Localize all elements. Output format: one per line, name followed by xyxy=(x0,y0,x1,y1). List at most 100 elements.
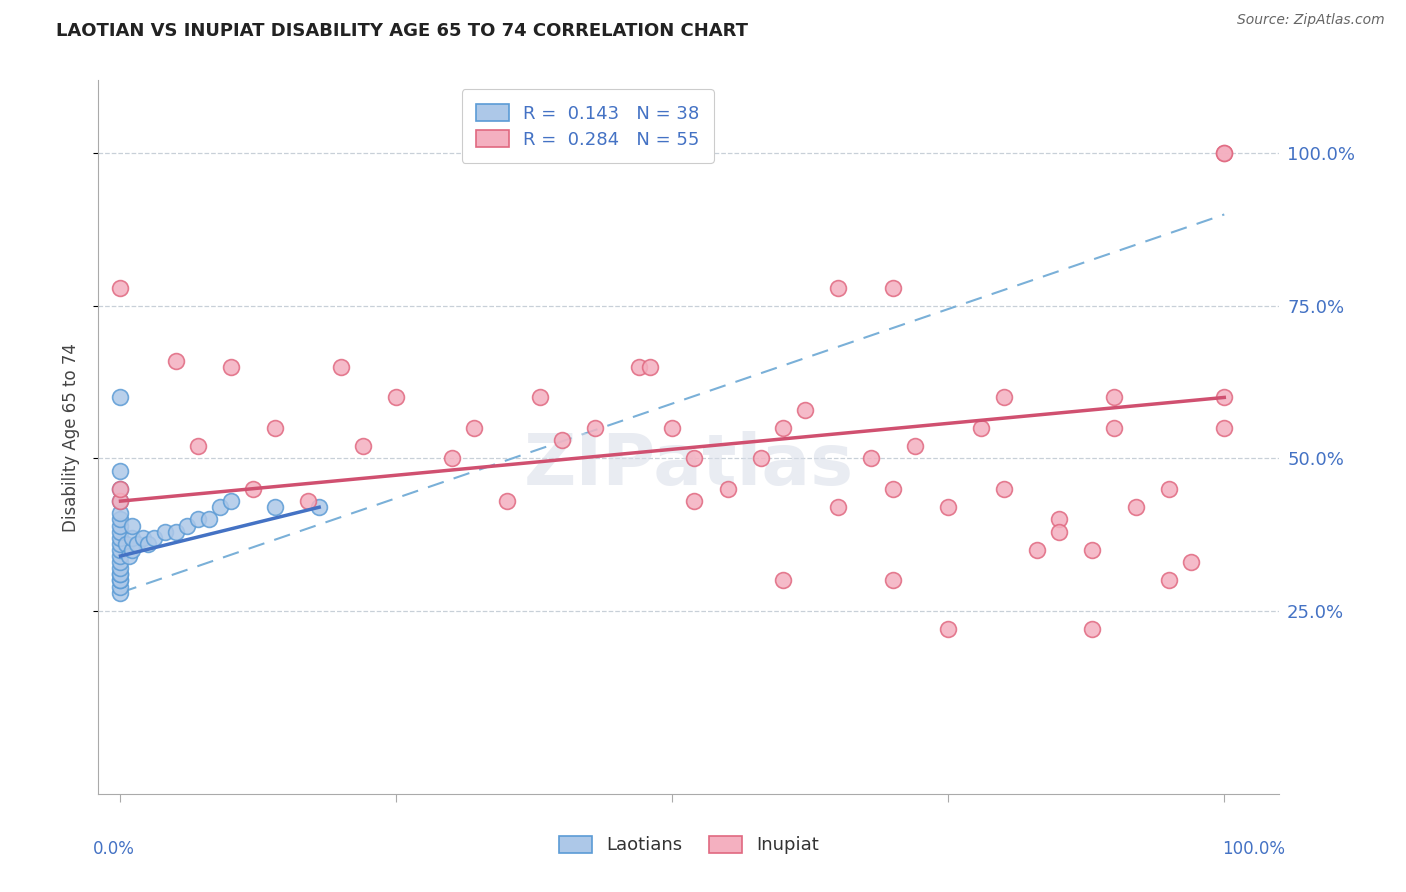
Point xyxy=(551,433,574,447)
Point xyxy=(187,439,209,453)
Point xyxy=(1125,500,1147,515)
Point xyxy=(1047,512,1070,526)
Point xyxy=(904,439,927,453)
Point xyxy=(1081,622,1104,636)
Point xyxy=(165,524,187,539)
Point xyxy=(110,512,132,526)
Text: LAOTIAN VS INUPIAT DISABILITY AGE 65 TO 74 CORRELATION CHART: LAOTIAN VS INUPIAT DISABILITY AGE 65 TO … xyxy=(56,22,748,40)
Point xyxy=(110,391,132,405)
Point xyxy=(110,494,132,508)
Point xyxy=(125,537,148,551)
Point xyxy=(110,567,132,582)
Point xyxy=(1213,421,1236,435)
Point xyxy=(110,561,132,575)
Point xyxy=(110,574,132,588)
Point xyxy=(198,512,221,526)
Text: 100.0%: 100.0% xyxy=(1222,840,1285,858)
Point xyxy=(110,280,132,294)
Point xyxy=(385,391,408,405)
Point xyxy=(308,500,330,515)
Text: 0.0%: 0.0% xyxy=(93,840,135,858)
Point xyxy=(110,574,132,588)
Point xyxy=(683,451,706,466)
Point xyxy=(882,574,904,588)
Point xyxy=(131,531,153,545)
Point xyxy=(118,549,141,563)
Point xyxy=(219,359,242,374)
Point xyxy=(153,524,176,539)
Point xyxy=(110,537,132,551)
Point xyxy=(110,542,132,557)
Point xyxy=(110,580,132,594)
Point xyxy=(110,549,132,563)
Point xyxy=(110,555,132,569)
Point xyxy=(1102,391,1125,405)
Point xyxy=(860,451,883,466)
Point xyxy=(936,500,959,515)
Point xyxy=(716,482,738,496)
Point xyxy=(1157,574,1180,588)
Point xyxy=(463,421,485,435)
Point xyxy=(110,494,132,508)
Point xyxy=(772,574,794,588)
Point xyxy=(1047,524,1070,539)
Point xyxy=(1102,421,1125,435)
Point xyxy=(110,585,132,599)
Point xyxy=(1213,391,1236,405)
Point xyxy=(827,280,849,294)
Point xyxy=(352,439,374,453)
Point xyxy=(208,500,231,515)
Point xyxy=(110,518,132,533)
Point xyxy=(993,391,1015,405)
Point xyxy=(1213,146,1236,161)
Point xyxy=(1213,146,1236,161)
Point xyxy=(115,537,138,551)
Point xyxy=(583,421,606,435)
Legend: Laotians, Inupiat: Laotians, Inupiat xyxy=(550,827,828,863)
Point xyxy=(176,518,198,533)
Point xyxy=(187,512,209,526)
Point xyxy=(219,494,242,508)
Point xyxy=(297,494,319,508)
Point xyxy=(1025,542,1047,557)
Point xyxy=(330,359,353,374)
Point xyxy=(827,500,849,515)
Point xyxy=(495,494,517,508)
Point xyxy=(136,537,159,551)
Point xyxy=(110,506,132,520)
Point xyxy=(749,451,772,466)
Point xyxy=(110,482,132,496)
Point xyxy=(882,280,904,294)
Text: Source: ZipAtlas.com: Source: ZipAtlas.com xyxy=(1237,13,1385,28)
Point xyxy=(110,524,132,539)
Point xyxy=(110,531,132,545)
Point xyxy=(640,359,662,374)
Point xyxy=(165,354,187,368)
Point xyxy=(110,482,132,496)
Point xyxy=(242,482,264,496)
Point xyxy=(121,531,143,545)
Point xyxy=(882,482,904,496)
Point xyxy=(993,482,1015,496)
Point xyxy=(529,391,551,405)
Point xyxy=(661,421,683,435)
Point xyxy=(1157,482,1180,496)
Point xyxy=(628,359,651,374)
Point xyxy=(1180,555,1202,569)
Point xyxy=(440,451,463,466)
Text: ZIPatlas: ZIPatlas xyxy=(524,431,853,500)
Point xyxy=(264,500,287,515)
Point xyxy=(264,421,287,435)
Point xyxy=(142,531,165,545)
Point xyxy=(970,421,993,435)
Point xyxy=(121,518,143,533)
Point xyxy=(1081,542,1104,557)
Point xyxy=(110,567,132,582)
Point xyxy=(936,622,959,636)
Point xyxy=(793,402,815,417)
Point xyxy=(772,421,794,435)
Y-axis label: Disability Age 65 to 74: Disability Age 65 to 74 xyxy=(62,343,80,532)
Point xyxy=(121,542,143,557)
Point xyxy=(683,494,706,508)
Point xyxy=(110,464,132,478)
